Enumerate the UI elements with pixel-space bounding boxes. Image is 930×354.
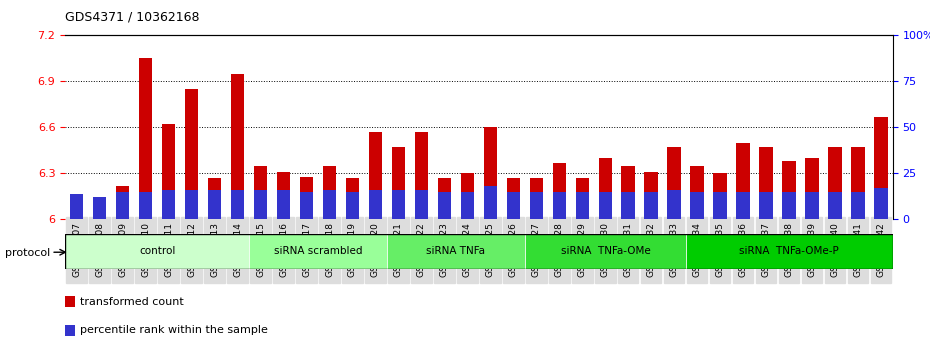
- Bar: [829, 147, 843, 219]
- Bar: [231, 74, 245, 219]
- Bar: [460, 192, 474, 219]
- Bar: [254, 166, 268, 219]
- Bar: [437, 178, 451, 219]
- Text: protocol: protocol: [5, 248, 50, 258]
- Bar: [599, 192, 612, 219]
- Bar: [185, 190, 198, 219]
- Bar: [368, 190, 382, 219]
- Bar: [299, 177, 313, 219]
- Bar: [760, 147, 773, 219]
- Bar: [460, 173, 474, 219]
- Bar: [507, 192, 520, 219]
- FancyBboxPatch shape: [685, 234, 893, 269]
- Bar: [437, 192, 451, 219]
- Bar: [874, 188, 888, 219]
- Bar: [65, 296, 75, 307]
- Text: siRNA TNFa: siRNA TNFa: [427, 246, 485, 256]
- Bar: [162, 190, 176, 219]
- Bar: [115, 192, 129, 219]
- Bar: [70, 207, 84, 219]
- Bar: [415, 132, 429, 219]
- Bar: [65, 234, 893, 269]
- Bar: [507, 178, 520, 219]
- Bar: [621, 192, 635, 219]
- Bar: [254, 190, 268, 219]
- Bar: [552, 192, 566, 219]
- Bar: [668, 190, 682, 219]
- FancyBboxPatch shape: [249, 234, 387, 269]
- Bar: [874, 117, 888, 219]
- FancyBboxPatch shape: [387, 234, 525, 269]
- Text: siRNA scrambled: siRNA scrambled: [273, 246, 363, 256]
- Bar: [782, 161, 796, 219]
- Bar: [368, 132, 382, 219]
- Bar: [851, 192, 865, 219]
- Bar: [644, 172, 658, 219]
- Bar: [805, 192, 819, 219]
- Bar: [737, 192, 751, 219]
- Bar: [93, 198, 106, 219]
- Bar: [851, 147, 865, 219]
- Bar: [576, 178, 590, 219]
- Bar: [713, 192, 727, 219]
- Bar: [415, 190, 429, 219]
- Bar: [690, 166, 704, 219]
- Bar: [668, 147, 682, 219]
- Bar: [644, 192, 658, 219]
- Bar: [805, 158, 819, 219]
- Text: control: control: [139, 246, 175, 256]
- Bar: [529, 192, 543, 219]
- Bar: [599, 158, 612, 219]
- Text: GDS4371 / 10362168: GDS4371 / 10362168: [65, 11, 200, 24]
- Bar: [760, 192, 773, 219]
- Bar: [207, 178, 221, 219]
- Bar: [484, 127, 498, 219]
- Bar: [529, 178, 543, 219]
- Text: percentile rank within the sample: percentile rank within the sample: [80, 325, 268, 335]
- FancyBboxPatch shape: [525, 234, 685, 269]
- Bar: [93, 209, 106, 219]
- Bar: [323, 190, 337, 219]
- Text: siRNA  TNFa-OMe-P: siRNA TNFa-OMe-P: [739, 246, 839, 256]
- Bar: [346, 178, 359, 219]
- Bar: [139, 192, 153, 219]
- Bar: [162, 124, 176, 219]
- FancyBboxPatch shape: [65, 234, 249, 269]
- Bar: [690, 192, 704, 219]
- Bar: [576, 192, 590, 219]
- Bar: [829, 192, 843, 219]
- Bar: [276, 190, 290, 219]
- Bar: [782, 192, 796, 219]
- Bar: [65, 325, 75, 336]
- Bar: [484, 186, 498, 219]
- Bar: [231, 190, 245, 219]
- Bar: [346, 192, 359, 219]
- Bar: [323, 166, 337, 219]
- Bar: [207, 190, 221, 219]
- Bar: [737, 143, 751, 219]
- Bar: [713, 173, 727, 219]
- Bar: [70, 194, 84, 219]
- Bar: [392, 147, 405, 219]
- Text: transformed count: transformed count: [80, 297, 184, 307]
- Bar: [299, 192, 313, 219]
- Bar: [185, 89, 198, 219]
- Bar: [552, 163, 566, 219]
- Text: siRNA  TNFa-OMe: siRNA TNFa-OMe: [561, 246, 650, 256]
- Bar: [115, 186, 129, 219]
- Bar: [276, 172, 290, 219]
- Bar: [392, 190, 405, 219]
- Bar: [621, 166, 635, 219]
- Bar: [139, 58, 153, 219]
